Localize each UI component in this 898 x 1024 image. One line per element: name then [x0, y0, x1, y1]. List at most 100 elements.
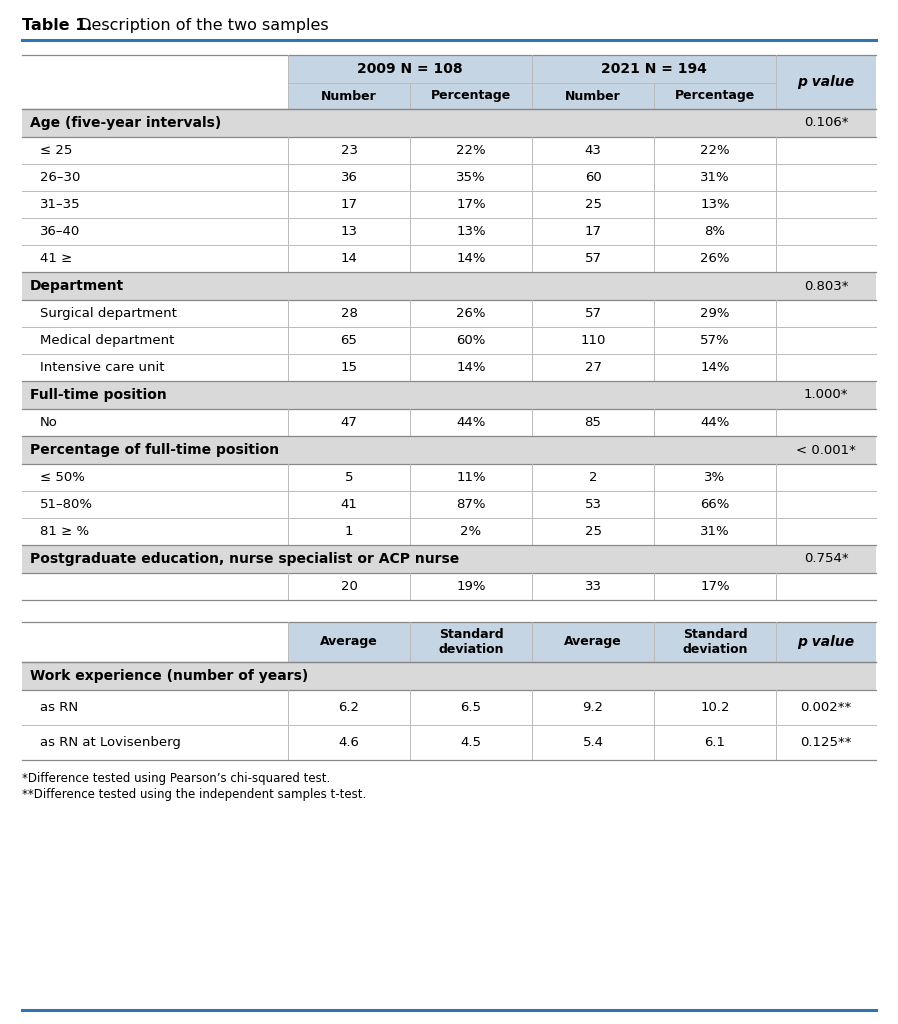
Text: 57%: 57%: [700, 334, 730, 347]
Bar: [22, 164, 876, 191]
Text: 23: 23: [340, 144, 357, 157]
Bar: [22, 490, 876, 518]
Bar: [22, 690, 876, 725]
Text: 36–40: 36–40: [40, 225, 80, 238]
Text: 65: 65: [340, 334, 357, 347]
Bar: [776, 55, 876, 109]
Bar: [22, 327, 876, 354]
Text: 8%: 8%: [705, 225, 726, 238]
Text: Intensive care unit: Intensive care unit: [40, 361, 164, 374]
Bar: [22, 464, 876, 490]
Bar: [22, 381, 876, 409]
Text: 53: 53: [585, 498, 602, 511]
Text: Standard
deviation: Standard deviation: [438, 628, 504, 656]
Text: 11%: 11%: [456, 471, 486, 484]
Text: 33: 33: [585, 580, 602, 593]
Text: 66%: 66%: [700, 498, 730, 511]
Bar: [22, 354, 876, 381]
Text: 43: 43: [585, 144, 602, 157]
Text: 0.002**: 0.002**: [800, 701, 851, 714]
Text: 87%: 87%: [456, 498, 486, 511]
Text: Age (five-year intervals): Age (five-year intervals): [30, 116, 221, 130]
Text: No: No: [40, 416, 57, 429]
Bar: [22, 518, 876, 545]
Text: 17: 17: [585, 225, 602, 238]
Text: 10.2: 10.2: [700, 701, 730, 714]
Text: 14: 14: [340, 252, 357, 265]
Text: ≤ 50%: ≤ 50%: [40, 471, 85, 484]
Text: Surgical department: Surgical department: [40, 307, 177, 319]
Text: 4.6: 4.6: [339, 736, 359, 749]
Text: 2009 N = 108: 2009 N = 108: [357, 62, 462, 76]
Bar: [776, 622, 876, 662]
Bar: [22, 725, 876, 760]
Text: 0.754*: 0.754*: [804, 553, 849, 565]
Text: 36: 36: [340, 171, 357, 184]
Text: 0.106*: 0.106*: [804, 117, 849, 129]
Text: 57: 57: [585, 252, 602, 265]
Bar: [22, 245, 876, 272]
Text: 47: 47: [340, 416, 357, 429]
Text: 6.5: 6.5: [461, 701, 481, 714]
Text: 44%: 44%: [456, 416, 486, 429]
Text: as RN: as RN: [40, 701, 78, 714]
Text: 85: 85: [585, 416, 602, 429]
Bar: [22, 545, 876, 573]
Text: 17%: 17%: [456, 198, 486, 211]
Text: 2: 2: [589, 471, 597, 484]
Text: p value: p value: [797, 635, 855, 649]
Text: 20: 20: [340, 580, 357, 593]
Text: Average: Average: [564, 636, 622, 648]
Text: ≤ 25: ≤ 25: [40, 144, 73, 157]
Text: 19%: 19%: [456, 580, 486, 593]
Bar: [22, 191, 876, 218]
Text: 13%: 13%: [456, 225, 486, 238]
Text: 81 ≥ %: 81 ≥ %: [40, 525, 89, 538]
Bar: [22, 300, 876, 327]
Text: 41: 41: [340, 498, 357, 511]
Bar: [22, 272, 876, 300]
Text: < 0.001*: < 0.001*: [796, 443, 856, 457]
Bar: [22, 436, 876, 464]
Text: 26–30: 26–30: [40, 171, 81, 184]
Text: Number: Number: [565, 89, 621, 102]
Text: 14%: 14%: [456, 361, 486, 374]
Text: **Difference tested using the independent samples t-test.: **Difference tested using the independen…: [22, 788, 366, 801]
Text: Number: Number: [321, 89, 377, 102]
Text: 31–35: 31–35: [40, 198, 81, 211]
Text: 17%: 17%: [700, 580, 730, 593]
Text: Percentage: Percentage: [431, 89, 511, 102]
Text: 14%: 14%: [700, 361, 730, 374]
Text: 5: 5: [345, 471, 353, 484]
Text: 1: 1: [345, 525, 353, 538]
Text: 27: 27: [585, 361, 602, 374]
Text: 0.125**: 0.125**: [800, 736, 851, 749]
Text: 29%: 29%: [700, 307, 730, 319]
Bar: [288, 83, 776, 109]
Text: 35%: 35%: [456, 171, 486, 184]
Text: Department: Department: [30, 279, 124, 293]
Text: 3%: 3%: [704, 471, 726, 484]
Text: 14%: 14%: [456, 252, 486, 265]
Text: 4.5: 4.5: [461, 736, 481, 749]
Text: Percentage of full-time position: Percentage of full-time position: [30, 443, 279, 457]
Text: 22%: 22%: [456, 144, 486, 157]
Text: Description of the two samples: Description of the two samples: [74, 18, 329, 33]
Text: 17: 17: [340, 198, 357, 211]
Text: 9.2: 9.2: [583, 701, 603, 714]
Bar: [288, 55, 532, 83]
Text: 0.803*: 0.803*: [804, 280, 849, 293]
Text: 110: 110: [580, 334, 605, 347]
Bar: [22, 409, 876, 436]
Text: *Difference tested using Pearson’s chi-squared test.: *Difference tested using Pearson’s chi-s…: [22, 772, 330, 785]
Bar: [22, 109, 876, 137]
Text: p value: p value: [797, 75, 855, 89]
Text: Percentage: Percentage: [675, 89, 755, 102]
Text: 5.4: 5.4: [583, 736, 603, 749]
Text: 60: 60: [585, 171, 602, 184]
Text: as RN at Lovisenberg: as RN at Lovisenberg: [40, 736, 180, 749]
Text: Table 1.: Table 1.: [22, 18, 92, 33]
Text: 51–80%: 51–80%: [40, 498, 93, 511]
Bar: [22, 573, 876, 600]
Bar: [22, 218, 876, 245]
